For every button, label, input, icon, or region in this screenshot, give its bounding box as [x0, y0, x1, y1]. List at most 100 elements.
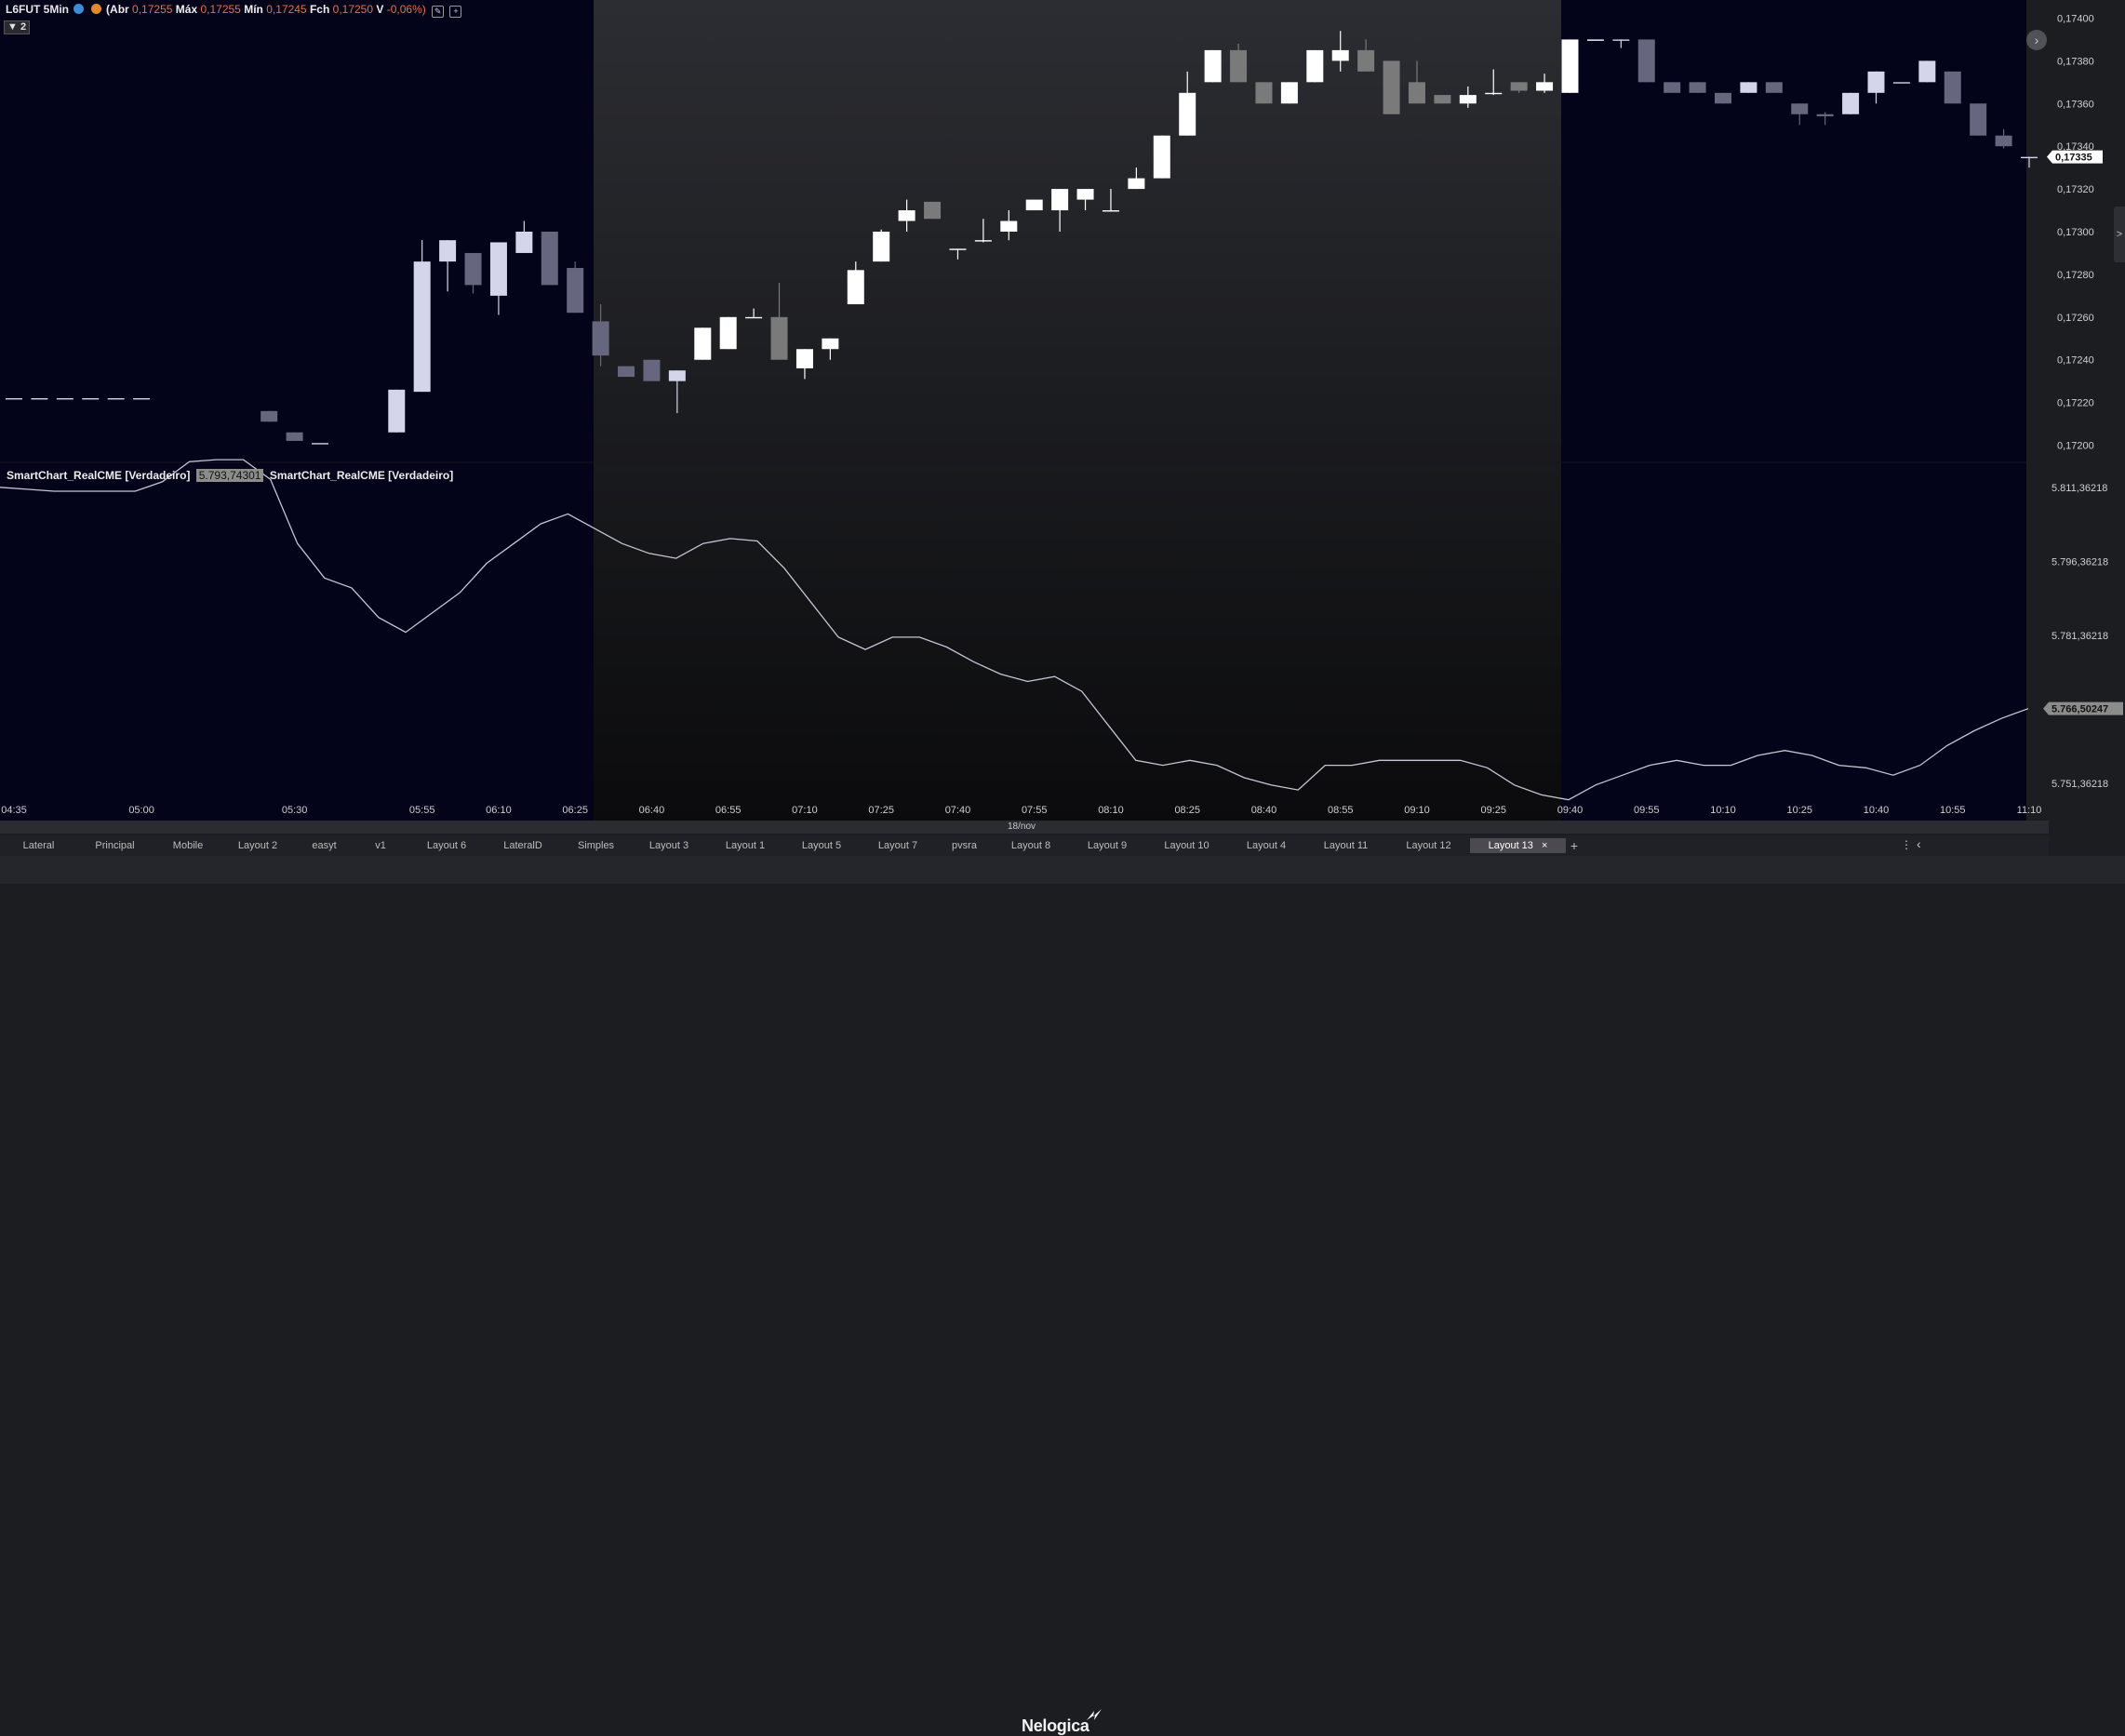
candles-layer: [6, 31, 2038, 445]
candle-body: [873, 232, 890, 262]
tab-layout-4[interactable]: Layout 4: [1228, 838, 1304, 853]
candle: [107, 398, 125, 400]
pane-count-toggle[interactable]: ▼ 2: [4, 20, 31, 34]
scroll-right-icon[interactable]: ›: [2026, 30, 2047, 50]
tab-layout-5[interactable]: Layout 5: [783, 838, 860, 853]
time-tick-label: 10:10: [1710, 805, 1736, 816]
candle-body: [56, 398, 74, 400]
time-tick-label: 06:25: [562, 805, 588, 816]
candle: [618, 366, 635, 378]
tab-layout-13[interactable]: Layout 13 ×: [1470, 838, 1566, 853]
candle: [133, 398, 151, 400]
candle-body: [1918, 60, 1936, 83]
time-tick-label: 10:40: [1864, 805, 1890, 816]
tab-layout-3[interactable]: Layout 3: [631, 838, 707, 853]
tab-layout-12[interactable]: Layout 12: [1387, 838, 1470, 853]
candle-body: [592, 321, 609, 356]
tab-mobile[interactable]: Mobile: [156, 838, 220, 853]
price-tick-label: 0,17280: [2057, 270, 2094, 281]
add-tab-icon[interactable]: +: [1570, 838, 1579, 853]
candle: [31, 398, 48, 400]
tab-label: Mobile: [172, 840, 204, 851]
globe-icon[interactable]: [74, 4, 85, 14]
fire-icon[interactable]: [90, 4, 101, 14]
edit-icon[interactable]: ✎: [432, 6, 445, 18]
tab-close-icon[interactable]: ×: [1538, 840, 1548, 851]
tab-label: Layout 9: [1087, 840, 1128, 851]
add-study-icon[interactable]: +: [449, 6, 462, 18]
indicator-header[interactable]: SmartChart_RealCME [Verdadeiro] 5.793,74…: [7, 469, 453, 482]
candle: [1230, 44, 1248, 83]
candle-body: [2021, 156, 2038, 159]
candle: [719, 316, 737, 350]
time-tick-label: 09:25: [1480, 805, 1506, 816]
candle: [1434, 95, 1451, 104]
indicator-value: 5.793,74301: [195, 469, 264, 482]
symbol-label[interactable]: L6FUT 5Min: [6, 3, 69, 16]
low-label: Mín: [244, 3, 263, 16]
candle-body: [1664, 82, 1681, 93]
time-tick-label: 08:10: [1098, 805, 1124, 816]
side-panel-handle[interactable]: >: [2114, 207, 2125, 262]
candle-body: [541, 232, 558, 286]
tab-layout-7[interactable]: Layout 7: [860, 838, 936, 853]
time-tick-label: 05:00: [128, 805, 154, 816]
candle-body: [745, 316, 763, 319]
tab-lateral[interactable]: Lateral: [4, 838, 74, 853]
candle-body: [489, 242, 507, 296]
current-price-marker: [2047, 150, 2103, 164]
candle-body: [1357, 49, 1375, 72]
tab-layout-11[interactable]: Layout 11: [1304, 838, 1387, 853]
tab-simples[interactable]: Simples: [561, 838, 631, 853]
tab-label: Layout 8: [1010, 840, 1051, 851]
candle: [1076, 189, 1094, 211]
candle: [1714, 92, 1731, 104]
tab-laterald[interactable]: LateralD: [485, 838, 561, 853]
price-tick-label: 0,17380: [2057, 56, 2094, 67]
tab-layout-2[interactable]: Layout 2: [220, 838, 296, 853]
candle-body: [1637, 39, 1655, 83]
time-tick-label: 08:25: [1174, 805, 1200, 816]
candle: [1842, 92, 1860, 114]
tab-scroll-left-icon[interactable]: ‹: [1917, 836, 1921, 851]
time-tick-label: 05:30: [282, 805, 308, 816]
price-tick-label: 0,17300: [2057, 227, 2094, 238]
low-value: 0,17245: [266, 3, 307, 16]
candle: [1791, 103, 1809, 126]
indicator-title: SmartChart_RealCME [Verdadeiro]: [7, 469, 191, 482]
tab-layout-10[interactable]: Layout 10: [1145, 838, 1228, 853]
candle-body: [1714, 92, 1731, 104]
indicator-axis: 5.811,36218 5.796,36218 5.781,36218 5.751,3…: [2043, 483, 2123, 790]
tab-layout-8[interactable]: Layout 8: [993, 838, 1069, 853]
candle: [1331, 31, 1349, 72]
candle-body: [1000, 220, 1018, 232]
time-tick-label: 10:55: [1940, 805, 1966, 816]
candle: [1816, 112, 1834, 126]
candle: [413, 240, 431, 393]
tab-label: Principal: [95, 840, 135, 851]
tab-easyt[interactable]: easyt: [296, 838, 353, 853]
current-indicator-marker: [2043, 701, 2123, 715]
candle: [1459, 86, 1477, 108]
tab-layout-1[interactable]: Layout 1: [707, 838, 783, 853]
chart-canvas[interactable]: 0,17400 0,17380 0,17360 0,17340 0,17320 0,173…: [0, 0, 2125, 884]
candle: [82, 398, 100, 400]
candle: [1561, 39, 1579, 93]
tab-layout-6[interactable]: Layout 6: [408, 838, 485, 853]
candle-body: [1204, 49, 1222, 83]
candle-body: [1561, 39, 1579, 93]
tab-principal[interactable]: Principal: [74, 838, 156, 853]
candle: [1664, 82, 1681, 93]
price-tick-label: 0,17240: [2057, 355, 2094, 367]
candle-body: [1995, 135, 2012, 147]
tab-label: Layout 1: [725, 840, 766, 851]
tab-label: Layout 12: [1406, 840, 1451, 851]
price-tick-label: 0,17260: [2057, 313, 2094, 324]
tab-v1[interactable]: v1: [353, 838, 408, 853]
candle-body: [1689, 82, 1706, 93]
tab-pvsra[interactable]: pvsra: [936, 838, 993, 853]
tab-more-icon[interactable]: ⋮: [1901, 838, 1912, 851]
candle: [1102, 189, 1119, 212]
tab-layout-9[interactable]: Layout 9: [1069, 838, 1145, 853]
